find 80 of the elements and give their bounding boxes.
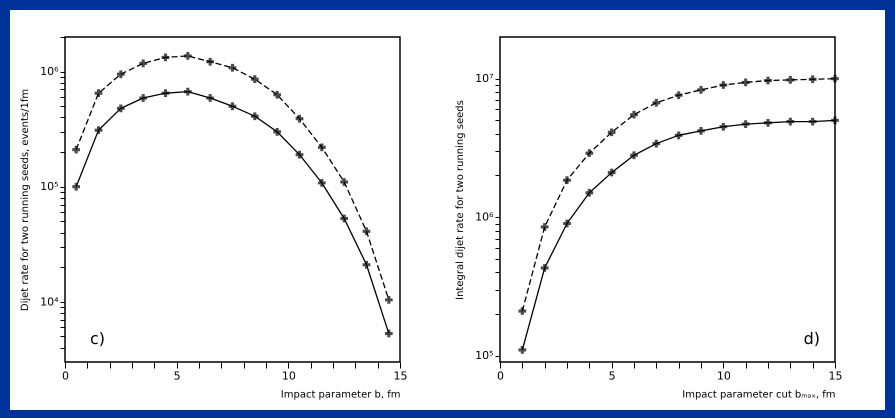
point xyxy=(786,76,794,84)
point xyxy=(540,264,549,272)
point xyxy=(94,89,102,98)
y-axis-title: Dijet rate for two running seeds, events/1fm xyxy=(20,88,32,312)
point xyxy=(250,112,259,120)
point xyxy=(296,114,304,123)
point xyxy=(228,102,236,110)
point xyxy=(94,126,102,134)
point xyxy=(674,91,683,100)
y-axis-title: Integral dijet rate for two running seeds xyxy=(455,100,466,300)
point xyxy=(608,128,616,136)
point xyxy=(652,140,660,148)
x-tick-label: 5 xyxy=(174,370,181,382)
point xyxy=(184,88,192,96)
point xyxy=(540,223,549,231)
point xyxy=(250,75,259,84)
x-tick-label: 15 xyxy=(828,370,842,382)
point xyxy=(296,150,304,159)
point xyxy=(362,227,370,236)
point xyxy=(72,146,80,154)
x-tick-label: 15 xyxy=(394,370,408,382)
point xyxy=(139,60,148,68)
x-tick-label: 10 xyxy=(282,370,296,382)
point xyxy=(764,118,772,127)
y-tick-label: 10⁵ xyxy=(475,349,494,362)
point xyxy=(674,131,683,140)
point xyxy=(340,214,348,222)
point xyxy=(697,126,705,135)
y-tick-label: 10⁷ xyxy=(475,72,494,86)
point xyxy=(228,64,236,72)
point xyxy=(764,76,772,84)
x-axis-title: Impact parameter cut bₘₐₓ, fm xyxy=(682,390,836,400)
point xyxy=(518,307,526,315)
point xyxy=(630,151,638,160)
point xyxy=(340,178,348,186)
annotation: d) xyxy=(804,329,820,348)
point xyxy=(742,120,750,128)
point xyxy=(719,122,728,131)
x-tick-label: 10 xyxy=(716,370,731,382)
point xyxy=(808,75,817,84)
point xyxy=(384,330,393,338)
point xyxy=(563,176,571,184)
point xyxy=(563,220,571,228)
point xyxy=(273,90,282,99)
point xyxy=(162,89,170,98)
y-tick-label: 10⁶ xyxy=(40,65,60,78)
point xyxy=(652,98,660,107)
point xyxy=(518,346,526,354)
x-axis-title: Impact parameter b, fm xyxy=(280,390,400,400)
point xyxy=(116,104,125,112)
point xyxy=(184,52,192,60)
point xyxy=(786,118,794,126)
point xyxy=(831,116,839,124)
x-tick-label: 5 xyxy=(608,370,616,382)
point xyxy=(585,149,594,158)
y-tick-label: 10⁵ xyxy=(40,180,58,194)
point xyxy=(719,81,728,89)
point xyxy=(742,78,750,86)
point xyxy=(697,86,705,94)
point xyxy=(318,179,326,187)
point xyxy=(630,110,638,119)
point xyxy=(808,118,817,126)
point xyxy=(318,143,326,152)
y-tick-label: 10⁶ xyxy=(475,210,494,224)
point xyxy=(139,94,148,102)
point xyxy=(831,74,839,83)
point xyxy=(162,54,170,62)
point xyxy=(206,94,214,102)
point xyxy=(585,188,594,197)
y-tick-label: 10⁴ xyxy=(40,295,60,308)
annotation: c) xyxy=(90,329,106,348)
point xyxy=(206,58,214,66)
point xyxy=(273,128,282,136)
x-tick-label: 0 xyxy=(497,370,504,382)
point xyxy=(72,182,80,191)
x-tick-label: 0 xyxy=(62,370,69,382)
point xyxy=(384,296,393,304)
point xyxy=(608,168,616,176)
point xyxy=(116,70,125,78)
point xyxy=(362,260,370,269)
